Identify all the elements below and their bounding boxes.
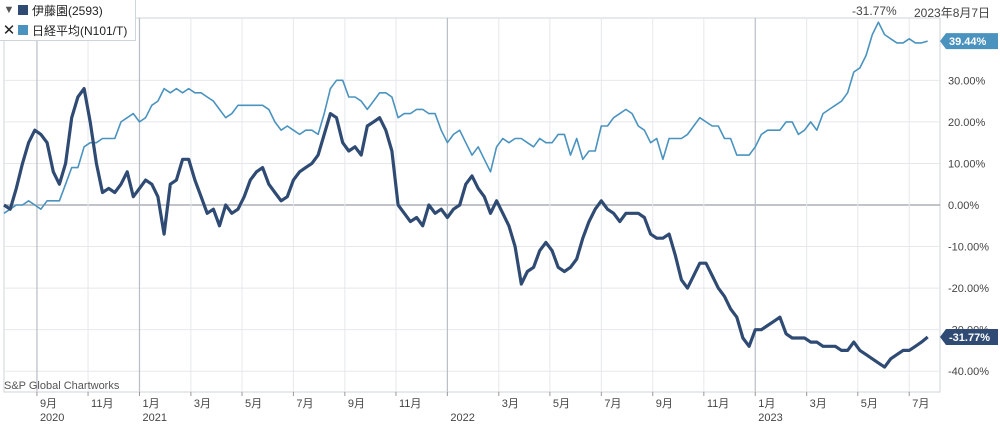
end-tag-bg [940, 33, 998, 50]
legend-row-nikkei: ✕ 日経平均(N101/T) [0, 20, 135, 40]
x-tick-label: 1月 [758, 398, 775, 410]
header-current-value: -31.77% [852, 4, 897, 18]
series-line-nikkei [3, 21, 928, 214]
end-tag-nikkei: 39.44% [940, 33, 998, 50]
series-line-itoen [3, 87, 929, 369]
end-tag-itoen: -31.77% [940, 329, 998, 346]
chevron-down-icon[interactable]: ▼ [3, 4, 15, 16]
x-tick-label: 3月 [194, 398, 211, 410]
x-year-label: 2023 [758, 412, 782, 424]
x-tick-label: 9月 [40, 398, 57, 410]
x-tick-label: 5月 [245, 398, 262, 410]
y-tick-label: -10.00% [948, 242, 989, 254]
x-tick-label: 9月 [348, 398, 365, 410]
y-tick-label: 30.00% [948, 75, 986, 87]
x-tick-label: 11月 [399, 398, 421, 410]
x-tick-label: 3月 [502, 398, 519, 410]
x-tick-label: 1月 [142, 398, 159, 410]
legend-label-itoen: 伊藤園(2593) [32, 3, 103, 18]
close-icon[interactable]: ✕ [2, 22, 16, 39]
x-tick-label: 7月 [604, 398, 621, 410]
x-tick-label: 11月 [91, 398, 113, 410]
x-tick-label: 11月 [707, 398, 729, 410]
y-tick-label: 0.00% [948, 200, 979, 212]
chart-credit: S&P Global Chartworks [4, 380, 120, 392]
end-tag-label: 39.44% [949, 36, 987, 48]
x-axis: 9月 2020 11月 1月 2021 3月 5月 7月 9月 11月 2022 3月 5月 7月 9月 11… [4, 391, 940, 424]
x-year-label: 2022 [450, 412, 474, 424]
x-year-label: 2021 [142, 412, 166, 424]
end-tag-bg [940, 329, 998, 346]
header-date: 2023年8月7日 [914, 6, 991, 20]
grid [3, 17, 941, 393]
legend-row-itoen: ▼ 伊藤園(2593) [0, 0, 135, 20]
legend-label-nikkei: 日経平均(N101/T) [32, 23, 128, 38]
y-tick-label: -40.00% [948, 366, 989, 378]
x-tick-label: 7月 [296, 398, 313, 410]
x-tick-label: 5月 [861, 398, 878, 410]
x-tick-label: 3月 [810, 398, 827, 410]
legend: ▼ 伊藤園(2593) ✕ 日経平均(N101/T) [0, 0, 137, 41]
x-tick-label: 5月 [553, 398, 570, 410]
x-year-label: 2020 [40, 412, 64, 424]
x-tick-label: 9月 [656, 398, 673, 410]
end-tag-label: -31.77% [949, 332, 990, 344]
series2-swatch [18, 25, 28, 35]
series-lines [3, 21, 929, 369]
y-tick-label: 10.00% [948, 158, 986, 170]
end-value-tags: -31.77% 39.44% [940, 33, 998, 346]
y-tick-label: 20.00% [948, 117, 986, 129]
y-tick-label: -20.00% [948, 283, 989, 295]
series1-swatch [18, 5, 28, 15]
x-tick-label: 7月 [912, 398, 929, 410]
